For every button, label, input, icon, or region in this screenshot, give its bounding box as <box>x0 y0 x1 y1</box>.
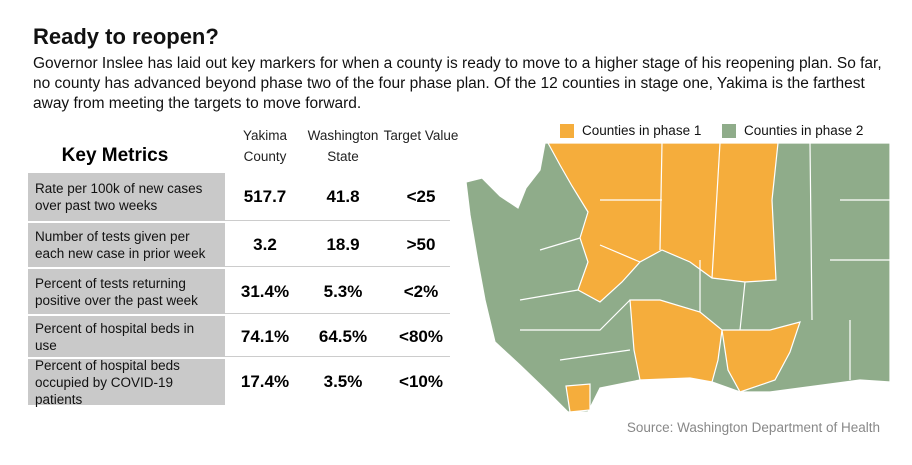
cell-value: 3.2 <box>253 235 277 254</box>
row-separator <box>225 220 450 221</box>
row-label: Rate per 100k of new cases over past two… <box>28 173 225 221</box>
column-header: Washington State <box>307 128 379 164</box>
phase1-region <box>565 383 591 413</box>
cell-value: 31.4% <box>240 281 290 301</box>
legend-swatch <box>722 123 736 138</box>
title: Ready to reopen? <box>33 24 219 49</box>
legend-label: Counties in phase 2 <box>744 123 864 138</box>
row-label: Percent of hospital beds occupied by COV… <box>28 358 225 407</box>
table-title: Key Metrics <box>61 145 169 166</box>
legend-item: Counties in phase 1 <box>560 123 701 138</box>
cell-value: <25 <box>406 187 436 206</box>
legend-item: Counties in phase 2 <box>722 123 863 138</box>
cell-value: 41.8 <box>326 187 360 206</box>
column-header: Target Value <box>383 128 459 143</box>
cell-value: 3.5% <box>323 372 363 391</box>
cell-value: 74.1% <box>240 326 290 346</box>
county-lines <box>519 142 890 380</box>
cell-value: <2% <box>403 281 439 301</box>
phase1-region <box>629 299 723 383</box>
cell-value: 17.4% <box>240 372 290 391</box>
legend-label: Counties in phase 1 <box>582 123 702 138</box>
cell-value: <80% <box>399 326 443 346</box>
subtitle: Governor Inslee has laid out key markers… <box>33 55 882 112</box>
row-label: Percent of hospital beds in use <box>28 316 225 357</box>
source: Source: Washington Department of Health <box>626 420 880 435</box>
cell-value: <10% <box>399 372 443 391</box>
row-label: Number of tests given per each new case … <box>28 223 225 267</box>
cell-value: 64.5% <box>318 326 368 346</box>
cell-value: 5.3% <box>323 281 363 301</box>
row-separator <box>225 266 450 267</box>
row-separator <box>225 356 450 357</box>
row-separator <box>225 313 450 314</box>
column-header: Yakima County <box>242 128 287 164</box>
cell-value: >50 <box>406 235 436 254</box>
phase1-region <box>721 321 801 393</box>
phase1-region <box>546 142 779 303</box>
legend-swatch <box>560 123 574 138</box>
cell-value: 18.9 <box>326 235 360 254</box>
cell-value: 517.7 <box>243 187 287 206</box>
row-label: Percent of tests returning positive over… <box>28 269 225 314</box>
